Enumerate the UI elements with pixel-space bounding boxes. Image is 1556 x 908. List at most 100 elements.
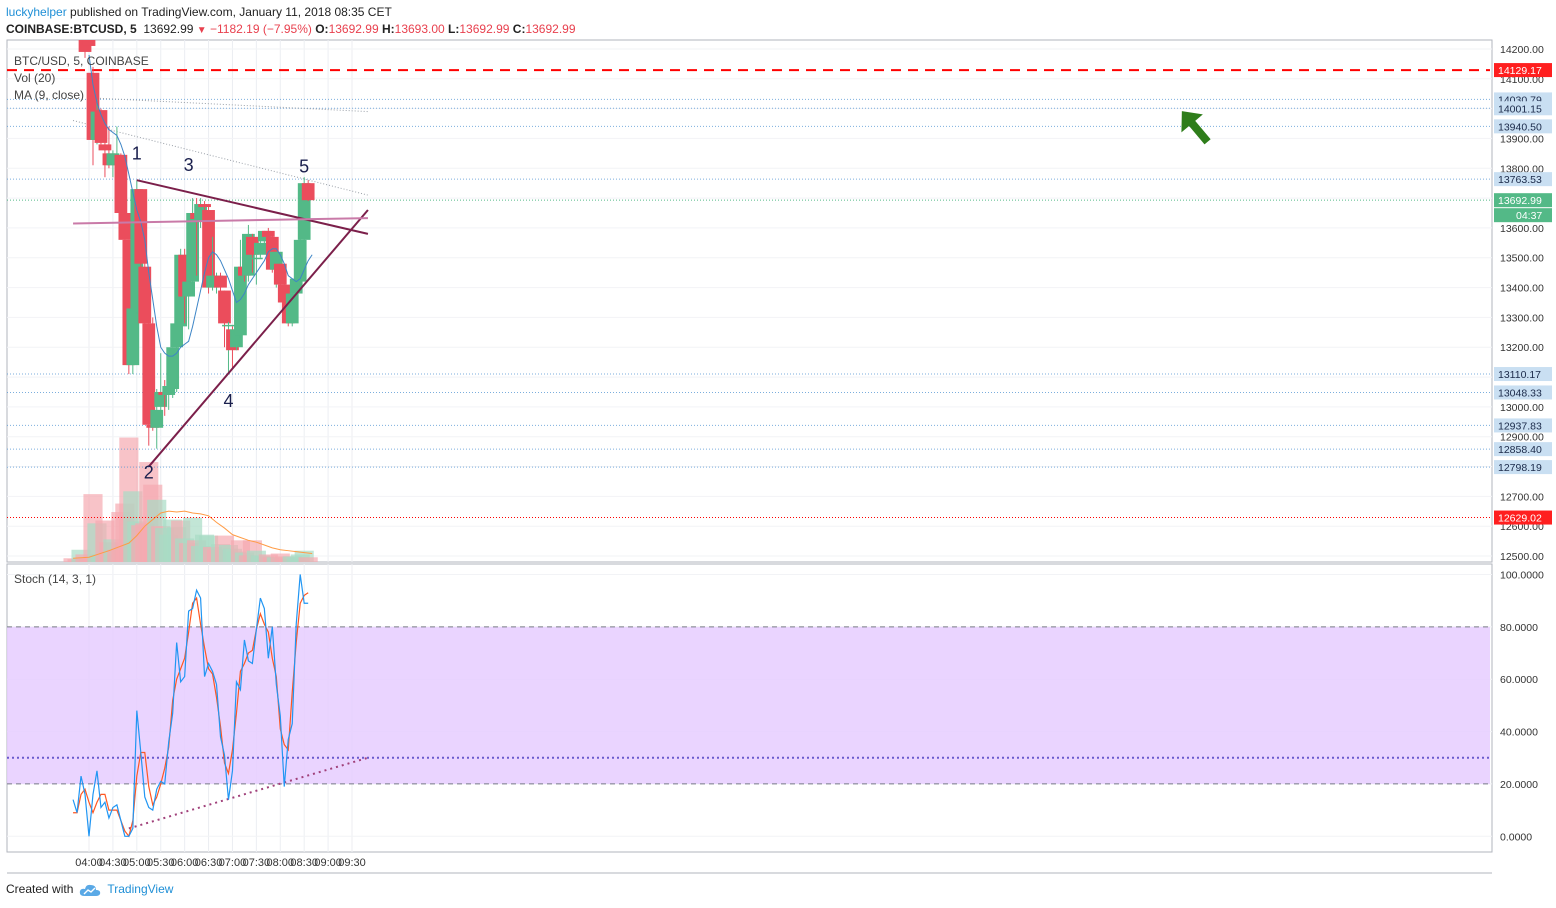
wave-label: 1 [132,143,142,163]
wave-label: 5 [299,157,309,177]
arrow-shape [1181,111,1211,145]
countdown-badge [1494,208,1552,223]
legend-main: BTC/USD, 5, COINBASE [14,54,149,68]
candle-body [98,144,112,151]
legend-ma: MA (9, close) [14,88,85,102]
price-tick-label: 12900.00 [1500,432,1544,444]
price-axis-badge-text: 13763.53 [1498,174,1542,186]
candle-body [126,308,140,366]
price-change: −1182.19 (−7.95%) [210,22,312,36]
price-axis-badge-text: 13110.17 [1498,369,1541,381]
stoch-band [7,626,1490,784]
stoch-plot [7,574,1490,838]
publish-text: published on TradingView.com, January 11… [70,5,392,19]
created-text: Created with [6,882,74,896]
price-axis-badge-text: 13692.99 [1498,195,1542,207]
main-plot [7,28,1490,562]
open-value: 13692.99 [328,22,379,36]
stoch-tick-label: 40.0000 [1500,727,1538,739]
symbol: COINBASE:BTCUSD, 5 [6,22,137,36]
candle-body [162,386,176,395]
price-axis-badge [1494,367,1552,382]
time-tick-label: 05:00 [123,857,151,869]
legend-stoch: Stoch (14, 3, 1) [14,572,97,586]
price-axis-badge [1494,63,1552,78]
candle-body [261,230,275,237]
price-axis-badge [1494,119,1552,134]
price-axis-badge-text: 12798.19 [1498,462,1542,474]
price-tick-label: 13900.00 [1500,133,1544,145]
tradingview-logo-icon [80,884,101,896]
candle-body [218,290,231,324]
wave-label: 3 [184,155,194,175]
price-axis-badge [1494,442,1552,457]
time-tick-label: 06:00 [171,857,199,869]
last-price: 13692.99 [143,22,194,36]
publish-info: luckyhelper published on TradingView.com… [6,5,392,19]
price-axis-badge [1494,460,1552,475]
candle-body [94,110,108,143]
price-tick-label: 12700.00 [1500,491,1544,503]
candle-body [293,239,307,282]
ma-line [88,54,313,357]
time-tick-label: 06:30 [195,857,223,869]
price-axis-badge-text: 14001.15 [1498,103,1542,115]
high-value: 13693.00 [394,22,445,36]
time-tick-label: 04:00 [75,857,103,869]
price-tick-label: 12500.00 [1500,551,1544,563]
price-axis-badge [1494,193,1552,208]
time-tick-label: 08:00 [267,857,295,869]
price-tick-label: 13600.00 [1500,223,1544,235]
trendline [148,209,369,468]
candle-body [222,324,235,327]
up-arrow-icon [1181,111,1211,145]
candle-body [170,323,184,348]
footer: Created with TradingView [6,882,173,897]
price-axis-badge [1494,172,1552,187]
candle-body [234,266,247,336]
time-tick-label: 07:30 [243,857,271,869]
price-axis-badge-text: 12629.02 [1498,513,1542,525]
high-label: H: [381,22,395,36]
candle-body [214,275,227,288]
price-axis-badge-text: 12858.40 [1498,444,1542,456]
price-axis-badge-text: 12937.83 [1498,420,1542,432]
price-tick-label: 13000.00 [1500,402,1544,414]
symbol-info: COINBASE:BTCUSD, 5 13692.99 ▼ −1182.19 (… [6,22,576,36]
publisher-name[interactable]: luckyhelper [6,5,67,19]
candle-body [114,154,128,214]
trendline [136,179,369,235]
time-tick-label: 09:30 [338,857,366,869]
time-tick-label: 08:30 [290,857,318,869]
volume-bar [298,557,318,562]
candle-body [154,391,168,407]
time-tick-label: 04:30 [99,857,127,869]
candle-body [273,263,287,285]
time-tick-label: 09:00 [314,857,342,869]
price-tick-label: 13200.00 [1500,342,1544,354]
price-axis-badge [1494,101,1552,116]
wave-label: 4 [223,391,233,411]
price-axis-badge [1494,418,1552,433]
candle-body [106,153,120,166]
price-axis-badge-text: 13940.50 [1498,121,1542,133]
candle-body [249,257,263,260]
candle-body [118,213,132,240]
stoch-tick-label: 0.0000 [1500,831,1532,843]
candle-body [253,242,267,255]
tradingview-link[interactable]: TradingView [107,882,174,896]
stoch-tick-label: 20.0000 [1500,779,1538,791]
price-axis-badge [1494,510,1552,525]
dotted-trendline [96,97,368,113]
candle-body [82,40,96,46]
candle-body [142,323,156,425]
close-value: 13692.99 [525,22,576,36]
price-axis-badge [1494,385,1552,400]
price-axis-badge-text: 14129.17 [1498,65,1542,77]
low-label: L: [448,22,460,36]
price-tick-label: 13500.00 [1500,253,1544,265]
candle-body [75,28,88,34]
candle-body [198,204,211,208]
candle-body [206,275,219,288]
